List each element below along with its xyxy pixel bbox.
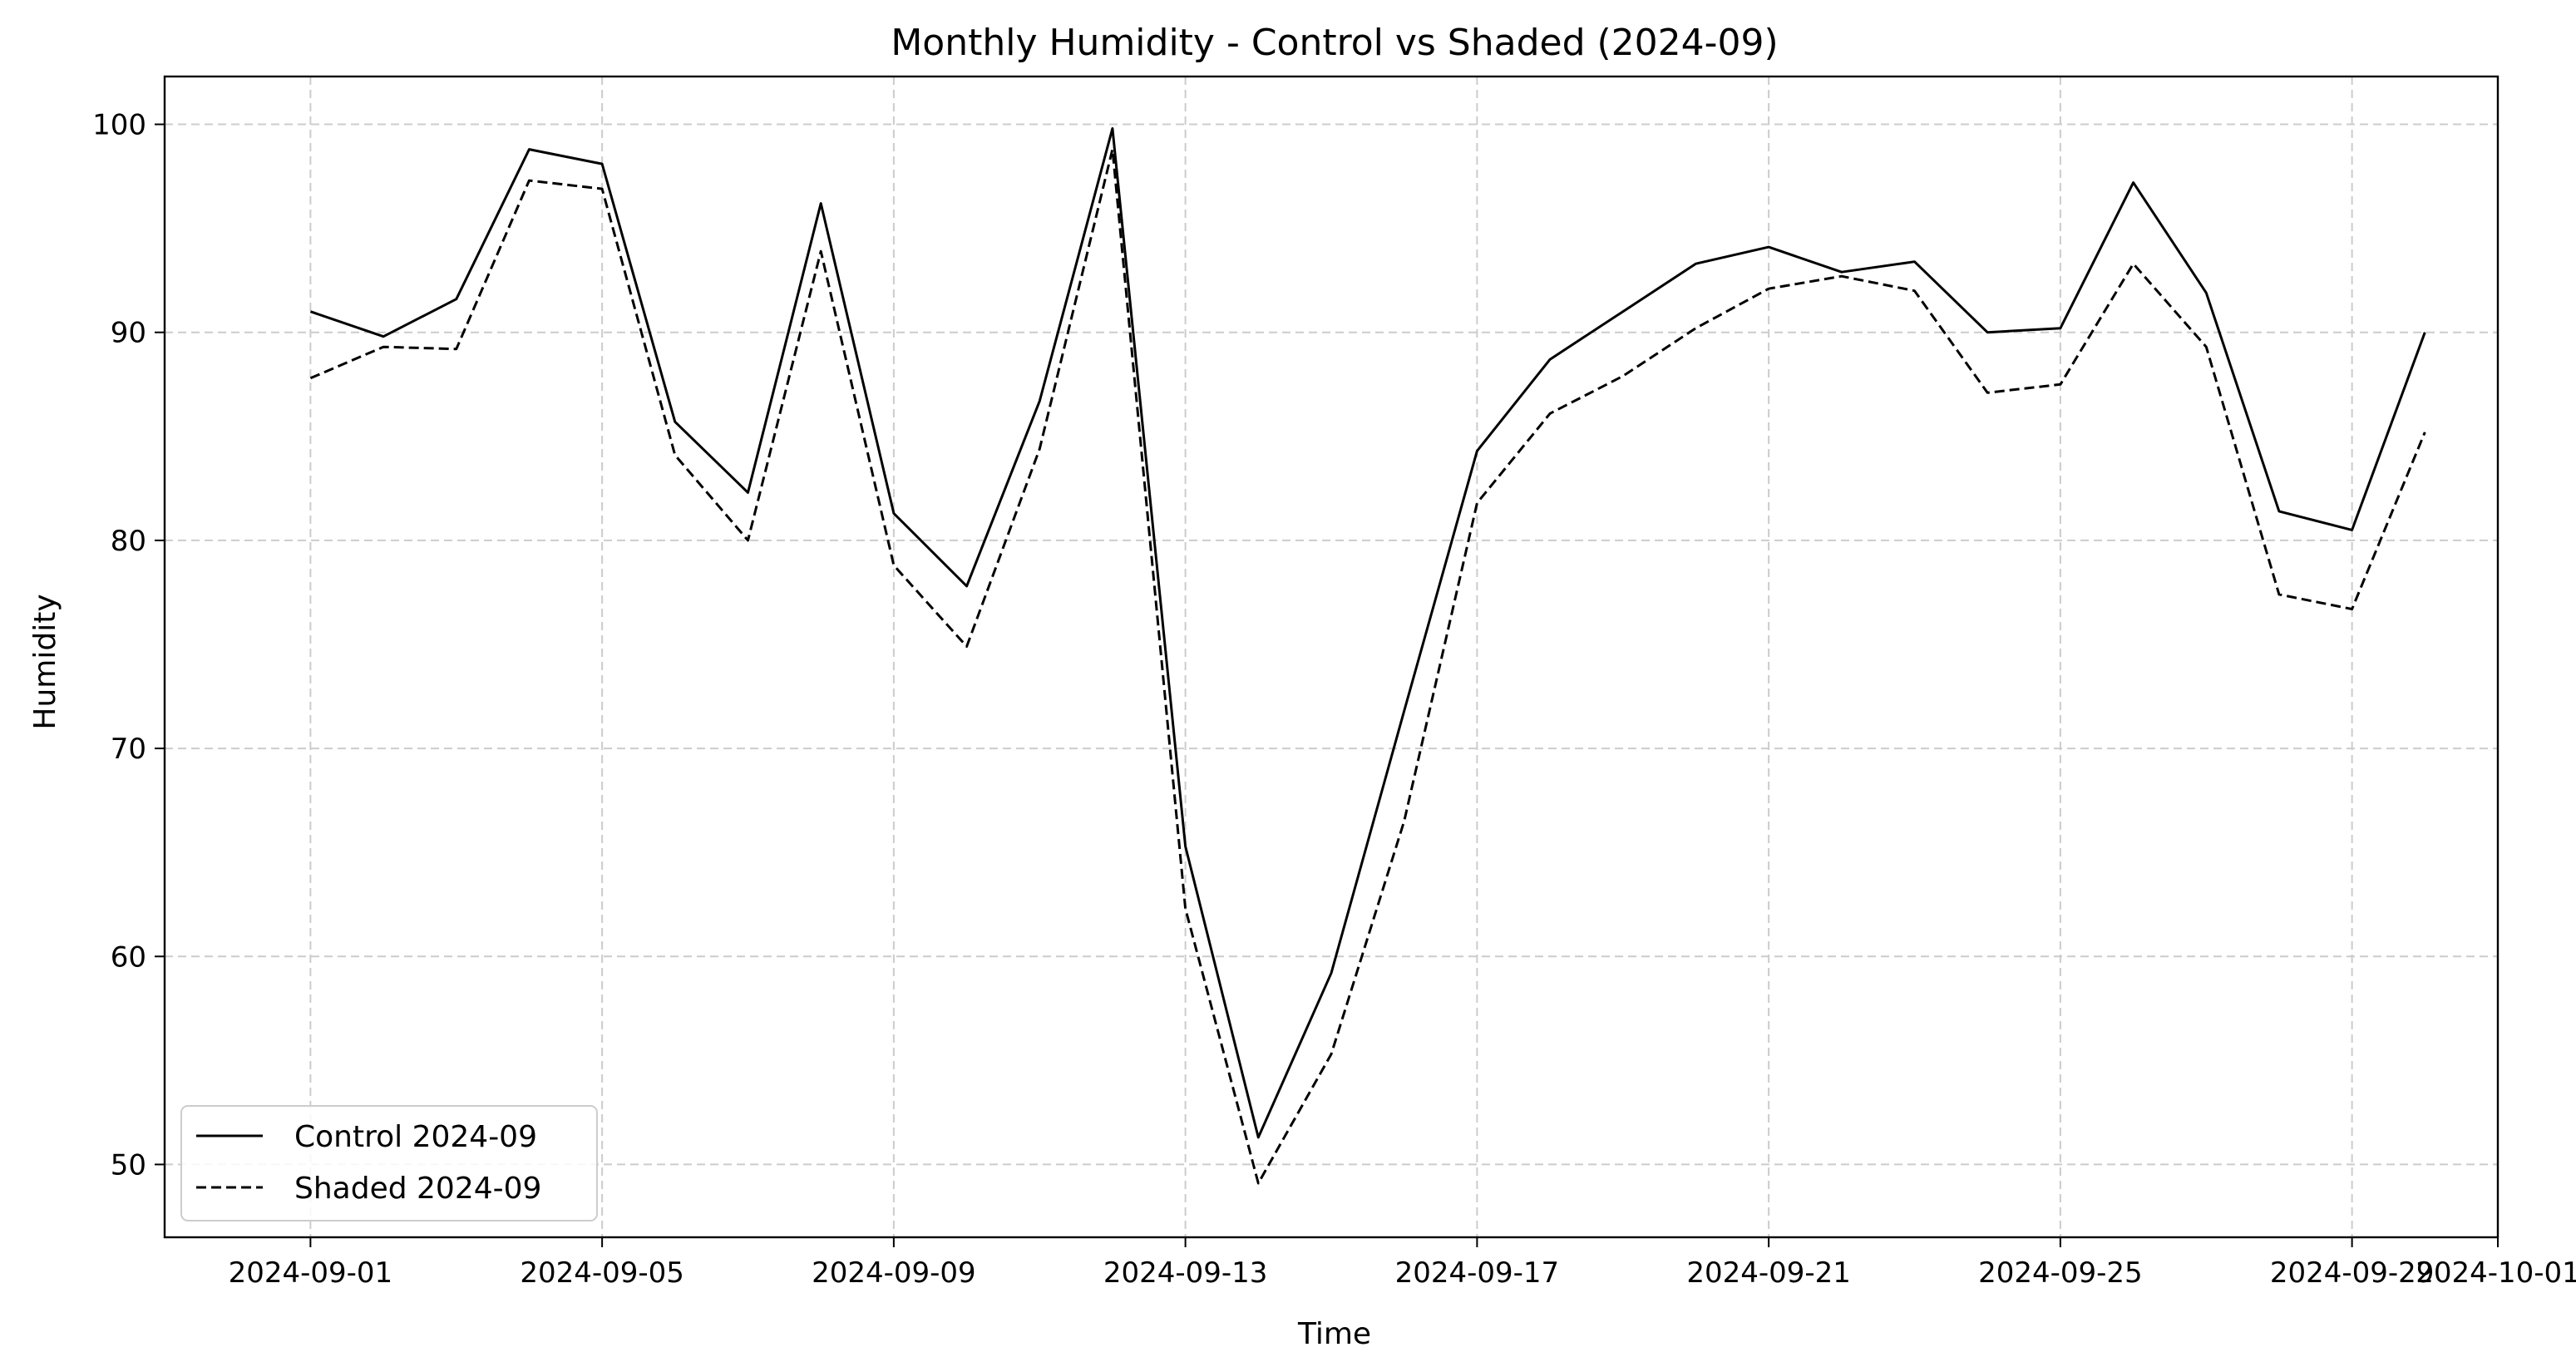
x-tick-label: 2024-10-01	[2416, 1256, 2576, 1290]
x-tick-label: 2024-09-25	[1978, 1256, 2143, 1290]
x-tick-label: 2024-09-17	[1395, 1256, 1560, 1290]
y-axis-title: Humidity	[28, 594, 62, 729]
x-tick-label: 2024-09-29	[2270, 1256, 2435, 1290]
y-tick-label: 60	[111, 940, 146, 974]
x-tick-label: 2024-09-13	[1103, 1256, 1268, 1290]
y-tick-label: 90	[111, 317, 146, 350]
x-tick-label: 2024-09-05	[520, 1256, 684, 1290]
series-lines	[309, 127, 2426, 1185]
x-tick-label: 2024-09-01	[229, 1256, 393, 1290]
legend: Control 2024-09 Shaded 2024-09	[180, 1105, 598, 1221]
axis-ticks: 2024-09-01 2024-09-05 2024-09-09 2024-09-13…	[92, 109, 2576, 1290]
chart-title: Monthly Humidity - Control vs Shaded (20…	[891, 22, 1778, 64]
legend-label-control: Control 2024-09	[294, 1120, 537, 1154]
legend-label-shaded: Shaded 2024-09	[294, 1172, 541, 1206]
grid	[165, 76, 2499, 1237]
x-axis-title: Time	[1297, 1317, 1371, 1351]
x-tick-label: 2024-09-09	[812, 1256, 976, 1290]
y-tick-label: 70	[111, 733, 146, 766]
y-tick-label: 50	[111, 1148, 146, 1182]
x-tick-label: 2024-09-21	[1686, 1256, 1851, 1290]
y-tick-label: 80	[111, 525, 146, 558]
series-line-control	[309, 127, 2426, 1139]
legend-box	[180, 1105, 598, 1221]
plot-frame	[163, 75, 2500, 1239]
y-tick-label: 100	[92, 109, 146, 142]
